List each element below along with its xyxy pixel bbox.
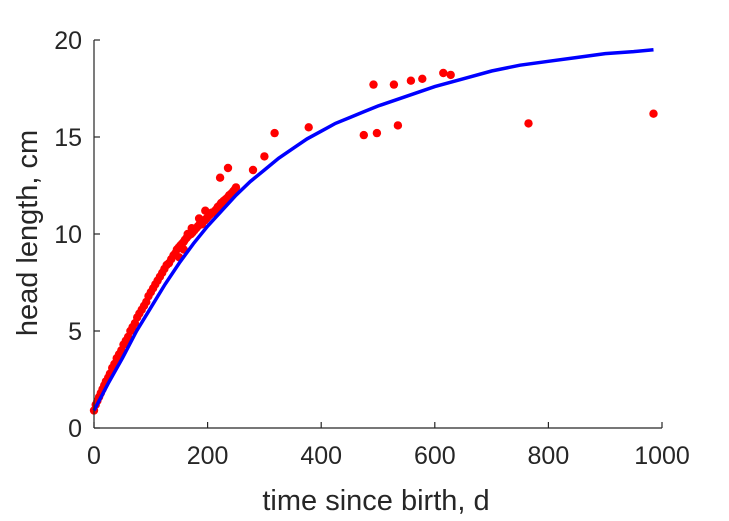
y-tick-label: 15 bbox=[54, 124, 82, 152]
y-tick-label: 10 bbox=[54, 221, 82, 249]
data-point bbox=[201, 206, 210, 215]
y-ticks: 0 5 10 15 20 bbox=[54, 27, 100, 443]
x-tick-label: 200 bbox=[187, 442, 229, 470]
data-point bbox=[215, 173, 225, 182]
x-tick-label: 400 bbox=[300, 442, 342, 470]
data-point bbox=[649, 109, 658, 118]
data-point bbox=[187, 224, 196, 233]
fit-curve bbox=[92, 47, 654, 412]
x-tick-label: 0 bbox=[87, 442, 101, 470]
x-axis-label: time since birth, d bbox=[262, 485, 489, 517]
data-point bbox=[304, 123, 313, 132]
data-point bbox=[389, 80, 399, 89]
data-point bbox=[231, 183, 241, 192]
data-point bbox=[197, 220, 207, 229]
x-tick-label: 600 bbox=[414, 442, 456, 470]
data-point bbox=[524, 119, 533, 128]
x-tick-label: 800 bbox=[528, 442, 570, 470]
data-point bbox=[406, 76, 416, 85]
plot-area bbox=[89, 47, 658, 415]
y-axis-label: head length, cm bbox=[12, 130, 44, 336]
data-point bbox=[260, 152, 269, 161]
data-point bbox=[359, 130, 368, 140]
data-point bbox=[372, 128, 382, 138]
axes: 0 200 400 600 800 1000 0 5 10 15 20 bbox=[54, 27, 690, 470]
data-point bbox=[393, 121, 403, 130]
x-ticks: 0 200 400 600 800 1000 bbox=[87, 422, 690, 470]
y-tick-label: 20 bbox=[54, 27, 82, 55]
x-tick-label: 1000 bbox=[634, 442, 690, 470]
data-point bbox=[223, 163, 233, 173]
data-point bbox=[369, 80, 378, 89]
y-tick-label: 0 bbox=[68, 415, 82, 443]
y-tick-label: 5 bbox=[68, 318, 82, 346]
data-point bbox=[248, 165, 258, 175]
data-point bbox=[446, 70, 455, 80]
data-point bbox=[439, 68, 448, 78]
data-point bbox=[418, 74, 427, 84]
data-points bbox=[89, 68, 658, 415]
data-point bbox=[270, 128, 279, 138]
